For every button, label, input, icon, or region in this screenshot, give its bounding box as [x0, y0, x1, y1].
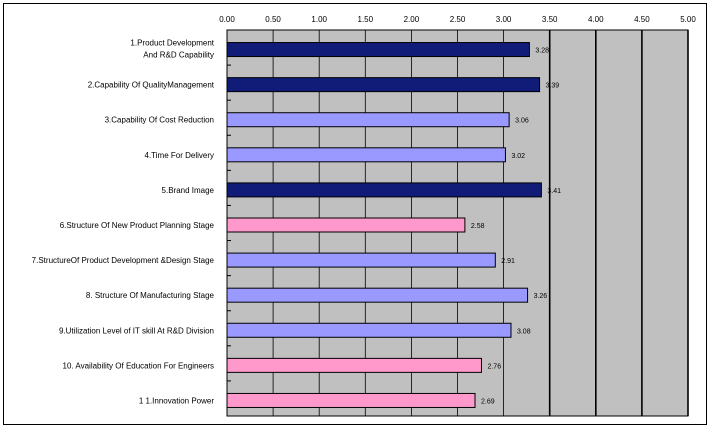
- x-axis-ticks: 0.00 0.50 1.00 1.50 2.00 2.50 3.00 3.50 4.00 4.50…: [219, 15, 696, 24]
- bar: [226, 252, 496, 268]
- value-label: 3.06: [515, 118, 529, 125]
- bars: [226, 42, 542, 417]
- bar: [226, 77, 541, 93]
- category-label: 9.Utilization Level of IT skill At R&D D…: [59, 326, 214, 335]
- x-tick-label: 4.00: [588, 15, 604, 24]
- category-label: 2.Capability Of QualityManagement: [88, 81, 215, 90]
- category-label: 3.Capability Of Cost Reduction: [105, 116, 214, 125]
- category-label: 7.StructureOf Product Development &Desig…: [32, 256, 215, 265]
- x-tick-label: 0.00: [219, 15, 235, 24]
- bar: [226, 287, 529, 303]
- bar: [226, 322, 512, 338]
- bar: [226, 357, 482, 373]
- category-label: 6.Structure Of New Product Planning Stag…: [60, 221, 215, 230]
- x-tick-label: 3.00: [496, 15, 512, 24]
- bar: [226, 217, 466, 233]
- x-tick-label: 5.00: [680, 15, 696, 24]
- category-labels: 1.Product Development And R&D Capability 2…: [32, 39, 215, 406]
- value-labels: 3.28 3.39 3.06 3.02 3.41 2.58 2.91 3.26 3.08 2.76…: [471, 48, 561, 406]
- value-label: 2.58: [471, 223, 485, 230]
- category-label: 5.Brand Image: [162, 186, 215, 195]
- value-label: 3.26: [534, 293, 548, 300]
- value-label: 3.02: [511, 153, 525, 160]
- category-label: 4.Time For Delivery: [145, 151, 215, 160]
- value-label: 3.08: [517, 328, 531, 335]
- category-label: 1.Product Development And R&D Capability: [130, 39, 214, 60]
- x-tick-label: 1.00: [311, 15, 327, 24]
- value-label: 3.39: [546, 83, 560, 90]
- value-label: 2.76: [487, 363, 501, 370]
- bar: [226, 42, 530, 58]
- category-label: 1 1.Innovation Power: [139, 396, 214, 405]
- x-tick-label: 2.00: [404, 15, 420, 24]
- category-label: 10. Availability Of Education For Engine…: [63, 361, 215, 370]
- value-label: 2.91: [501, 258, 515, 265]
- bar: [226, 392, 476, 408]
- value-label: 2.69: [481, 398, 495, 405]
- category-label: 8. Structure Of Manufacturing Stage: [86, 291, 215, 300]
- x-tick-label: 0.50: [265, 15, 281, 24]
- bar: [226, 147, 506, 163]
- x-tick-label: 4.50: [634, 15, 650, 24]
- x-tick-label: 3.50: [542, 15, 558, 24]
- value-label: 3.41: [547, 188, 561, 195]
- value-label: 3.28: [535, 48, 549, 55]
- x-tick-label: 2.50: [450, 15, 466, 24]
- x-tick-label: 1.50: [358, 15, 374, 24]
- bar: [226, 112, 510, 128]
- bar: [226, 182, 542, 198]
